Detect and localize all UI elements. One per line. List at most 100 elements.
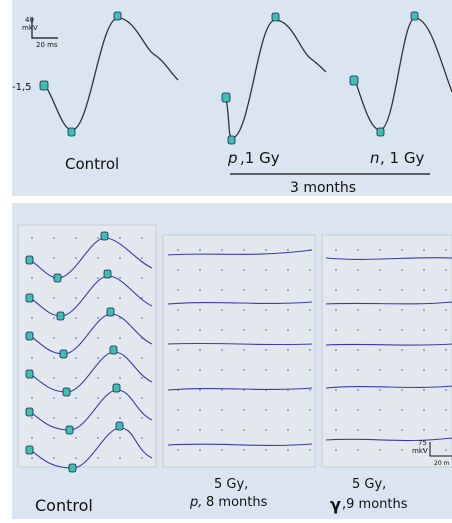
grid-dot <box>243 309 245 311</box>
marker <box>25 293 34 303</box>
grid-dot <box>379 289 381 291</box>
grid-dot <box>141 317 143 319</box>
grid-dot <box>335 269 337 271</box>
grid-dot <box>265 429 267 431</box>
grid-dot <box>243 329 245 331</box>
trace-box <box>162 234 316 468</box>
grid-dot <box>379 349 381 351</box>
grid-dot <box>199 249 201 251</box>
trace <box>29 427 153 469</box>
grid-dot <box>357 389 359 391</box>
grid-dot <box>243 409 245 411</box>
grid-dot <box>401 309 403 311</box>
grid-dot <box>75 257 77 259</box>
scale-time: 20 ms <box>36 41 58 49</box>
grid-dot <box>423 269 425 271</box>
grid-dot <box>379 389 381 391</box>
grid-dot <box>119 297 121 299</box>
label-particle: n <box>370 149 380 167</box>
label-period: 3 months <box>290 180 356 196</box>
grid-dot <box>401 389 403 391</box>
grid-dot <box>221 449 223 451</box>
grid-dots <box>31 237 447 459</box>
grid-dot <box>265 349 267 351</box>
marker <box>25 255 34 265</box>
grid-dot <box>199 449 201 451</box>
grid-dot <box>97 297 99 299</box>
grid-dot <box>97 437 99 439</box>
grid-dot <box>141 457 143 459</box>
grid-dot <box>379 249 381 251</box>
grid-dot <box>379 309 381 311</box>
grid-dot <box>119 277 121 279</box>
grid-dot <box>379 369 381 371</box>
waveform <box>354 17 452 131</box>
grid-dot <box>97 357 99 359</box>
marker <box>65 425 74 435</box>
grid-dot <box>445 329 447 331</box>
grid-dot <box>221 309 223 311</box>
grid-dot <box>357 309 359 311</box>
grid-dot <box>287 409 289 411</box>
grid-dot <box>423 289 425 291</box>
grid-dot <box>53 317 55 319</box>
grid-dot <box>309 289 311 291</box>
grid-dot <box>243 269 245 271</box>
grid-dot <box>199 369 201 371</box>
marker <box>62 387 71 397</box>
grid-dot <box>119 397 121 399</box>
label-particle: p <box>227 149 238 167</box>
grid-dot <box>31 397 33 399</box>
grid-dot <box>31 417 33 419</box>
marker <box>53 273 62 283</box>
grid-dot <box>75 237 77 239</box>
grid-dot <box>287 329 289 331</box>
marker <box>25 445 34 455</box>
grid-dot <box>265 249 267 251</box>
grid-dot <box>141 417 143 419</box>
grid-dot <box>97 457 99 459</box>
grid-dot <box>31 357 33 359</box>
marker <box>112 383 121 393</box>
grid-dot <box>423 389 425 391</box>
grid-dot <box>379 449 381 451</box>
trace <box>29 313 153 355</box>
grid-dot <box>199 349 201 351</box>
grid-dot <box>75 297 77 299</box>
label-period: ,9 months <box>342 497 408 512</box>
grid-dot <box>357 409 359 411</box>
grid-dot <box>53 417 55 419</box>
grid-dot <box>287 349 289 351</box>
grid-dot <box>357 369 359 371</box>
grid-dot <box>119 237 121 239</box>
grid-dot <box>97 417 99 419</box>
grid-dot <box>199 389 201 391</box>
marker <box>25 369 34 379</box>
grid-dot <box>177 369 179 371</box>
grid-dot <box>423 349 425 351</box>
grid-dot <box>243 349 245 351</box>
grid-dot <box>401 349 403 351</box>
grid-dot <box>445 409 447 411</box>
trace <box>29 389 153 431</box>
grid-dot <box>97 257 99 259</box>
top-panel-bg <box>12 0 452 196</box>
grid-dot <box>199 269 201 271</box>
grid-dot <box>141 237 143 239</box>
grid-dot <box>357 349 359 351</box>
trace-box <box>17 224 157 468</box>
baseline-label: -1,5 <box>12 82 32 93</box>
label-dose: 5 Gy, <box>214 477 248 492</box>
grid-dot <box>221 329 223 331</box>
label-particle: γ <box>330 495 341 514</box>
marker <box>115 421 124 431</box>
grid-dot <box>221 429 223 431</box>
grid-dot <box>75 337 77 339</box>
grid-dot <box>97 337 99 339</box>
grid-dot <box>423 249 425 251</box>
grid-dot <box>119 457 121 459</box>
grid-dot <box>53 297 55 299</box>
grid-dot <box>53 337 55 339</box>
grid-dot <box>31 237 33 239</box>
grid-dot <box>53 397 55 399</box>
